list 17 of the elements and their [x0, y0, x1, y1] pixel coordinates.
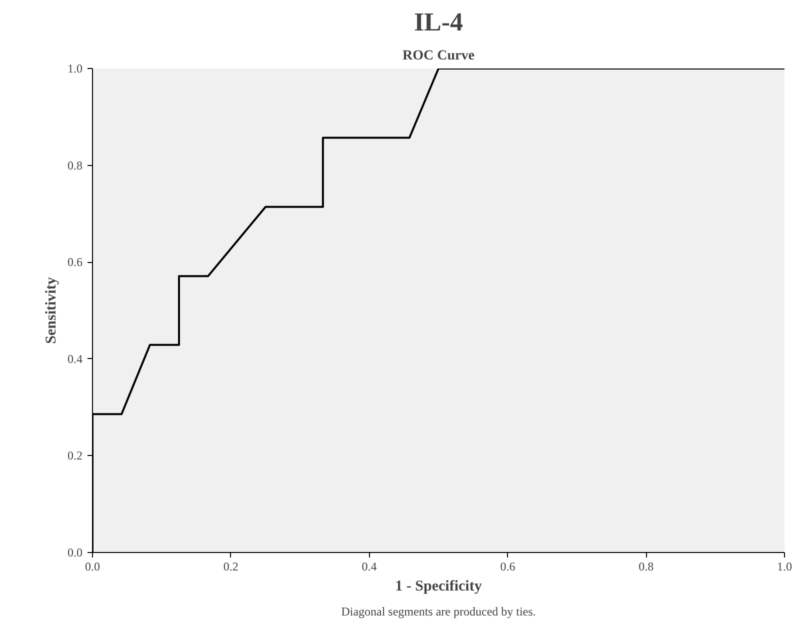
chart-subtitle: ROC Curve: [402, 48, 474, 64]
y-axis-title: Sensitivity: [44, 276, 60, 344]
y-tick-label: 0.6: [68, 255, 82, 270]
x-tick-label: 0.6: [500, 560, 516, 574]
x-tick-label: 1.0: [777, 560, 792, 574]
y-tick-label: 0.0: [68, 546, 82, 560]
y-tick-label: 1.0: [68, 62, 82, 76]
x-tick-label: 0.4: [362, 560, 377, 574]
text: Diagonal segments are produced by ties.: [341, 604, 536, 618]
y-tick-label: 0.8: [68, 158, 82, 172]
x-tick-label: 0.2: [223, 560, 238, 574]
y-tick-label: 0.2: [68, 448, 82, 463]
x-axis-title: 1 - Specificity: [395, 578, 482, 594]
x-tick-label: 0.8: [638, 560, 654, 574]
y-tick-label: 0.4: [68, 352, 82, 366]
x-tick-label: 0.0: [85, 560, 100, 574]
chart-title: IL-4: [414, 8, 464, 36]
